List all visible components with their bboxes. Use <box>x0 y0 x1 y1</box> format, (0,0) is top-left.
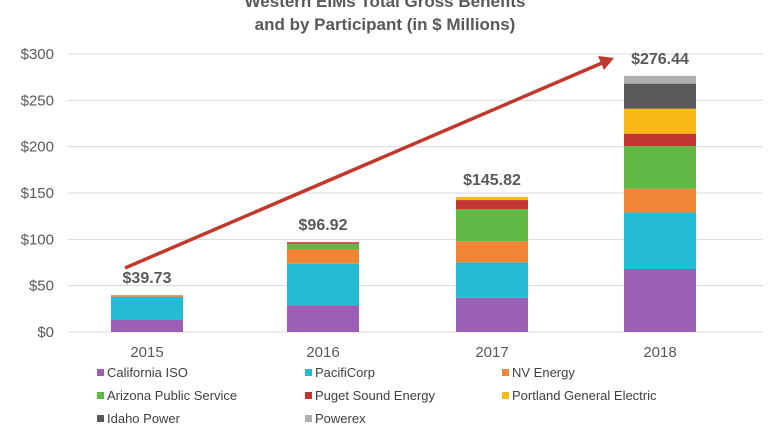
bar-segment-pacificorp-2018 <box>624 212 696 269</box>
y-tick-label: $150 <box>21 185 54 202</box>
total-label: $96.92 <box>299 217 348 234</box>
bar-segment-nv-energy-2015 <box>111 295 183 297</box>
bar-segment-nv-energy-2018 <box>624 188 696 213</box>
bar-segment-arizona-public-service-2018 <box>624 146 696 189</box>
bar-segment-puget-sound-energy-2018 <box>624 133 696 147</box>
legend-item: Arizona Public Service <box>97 388 237 403</box>
legend-label: Powerex <box>315 411 366 426</box>
arrow-line <box>124 61 603 270</box>
y-tick-label: $100 <box>21 231 54 248</box>
legend-label: NV Energy <box>512 365 575 380</box>
bar-segment-california-iso-2016 <box>287 305 359 332</box>
legend-swatch <box>97 369 104 376</box>
legend-label: Portland General Electric <box>512 388 657 403</box>
bar-segment-powerex-2018 <box>624 75 696 84</box>
x-tick-label: 2016 <box>306 344 339 361</box>
legend-swatch <box>305 415 312 422</box>
chart-title-line-1: Western EIMs Total Gross Benefits <box>245 0 526 11</box>
legend-swatch <box>305 392 312 399</box>
y-tick-label: $50 <box>29 278 54 295</box>
bar-segment-nv-energy-2016 <box>287 249 359 264</box>
x-tick-label: 2017 <box>475 344 508 361</box>
x-tick-label: 2018 <box>643 344 676 361</box>
legend-item: NV Energy <box>502 365 575 380</box>
bar-segment-puget-sound-energy-2016 <box>287 242 359 244</box>
trend-arrow <box>124 56 614 270</box>
y-tick-label: $300 <box>21 46 54 63</box>
bar-segment-arizona-public-service-2016 <box>287 243 359 250</box>
bar-segment-pacificorp-2015 <box>111 296 183 320</box>
y-tick-label: $200 <box>21 139 54 156</box>
bar-segment-puget-sound-energy-2017 <box>456 200 528 210</box>
legend-item: California ISO <box>97 365 188 380</box>
legend-label: California ISO <box>107 365 188 380</box>
legend-item: Idaho Power <box>97 411 181 426</box>
bar-segment-idaho-power-2018 <box>624 83 696 109</box>
bar-segment-portland-general-electric-2018 <box>624 108 696 134</box>
legend-swatch <box>97 392 104 399</box>
bar-segment-pacificorp-2016 <box>287 263 359 306</box>
total-label: $276.44 <box>631 51 689 68</box>
arrow-head-icon <box>598 56 614 70</box>
legend-swatch <box>97 415 104 422</box>
legend-swatch <box>502 392 509 399</box>
bar-segment-nv-energy-2017 <box>456 241 528 263</box>
legend-label: Idaho Power <box>107 411 181 426</box>
bar-segment-california-iso-2017 <box>456 297 528 332</box>
legend-label: Arizona Public Service <box>107 388 237 403</box>
bar-segment-pacificorp-2017 <box>456 262 528 298</box>
legend-label: PacifiCorp <box>315 365 375 380</box>
legend-item: Portland General Electric <box>502 388 657 403</box>
legend-swatch <box>305 369 312 376</box>
x-tick-label: 2015 <box>130 344 163 361</box>
bar-segment-portland-general-electric-2017 <box>456 196 528 201</box>
bar-segment-arizona-public-service-2017 <box>456 209 528 242</box>
legend-item: Powerex <box>305 411 366 426</box>
legend-label: Puget Sound Energy <box>315 388 435 403</box>
legend-item: PacifiCorp <box>305 365 375 380</box>
chart-title-line-2: and by Participant (in $ Millions) <box>255 15 516 34</box>
total-label: $39.73 <box>123 270 172 287</box>
y-tick-label: $0 <box>37 324 54 341</box>
legend-item: Puget Sound Energy <box>305 388 435 403</box>
total-label: $145.82 <box>463 172 521 189</box>
y-tick-label: $250 <box>21 92 54 109</box>
bar-segment-california-iso-2015 <box>111 319 183 332</box>
legend-swatch <box>502 369 509 376</box>
bar-segment-california-iso-2018 <box>624 268 696 332</box>
